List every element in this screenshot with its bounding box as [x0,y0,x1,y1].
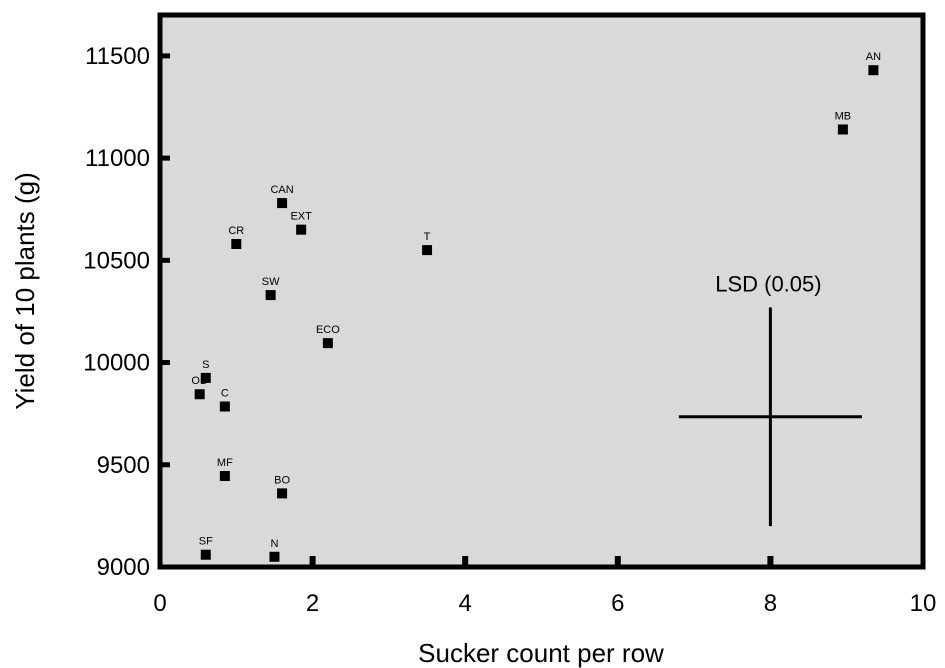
data-point [219,401,230,412]
x-tick-label: 0 [153,590,166,617]
point-label: SF [199,536,213,548]
data-point [277,488,288,499]
x-tick-label: 10 [910,590,937,617]
data-point [322,338,333,349]
point-label: MF [217,457,233,469]
data-points: AN MB CAN EXT CR T SW ECO S OD C MF BO SF N [191,51,881,562]
point-label: ECO [316,324,340,336]
data-point [277,198,288,209]
y-axis-title: Yield of 10 plants (g) [10,172,40,410]
point-label: C [221,388,229,400]
point-label: OD [191,375,208,387]
data-point [296,224,307,235]
data-point [868,65,879,76]
x-axis-title: Sucker count per row [418,638,664,668]
point-label: N [270,538,278,550]
point-label: AN [866,51,881,63]
point-label: S [202,359,209,371]
y-axis-ticks: 9000 9500 10000 10500 11000 11500 [83,43,170,581]
data-point [194,389,205,400]
point-label: CAN [270,184,293,196]
x-axis-ticks: 0 2 4 6 8 10 [153,556,936,617]
point-label: BO [274,474,290,486]
lsd-annotation: LSD (0.05) [678,271,862,527]
y-tick-label: 9000 [97,554,150,581]
x-tick-label: 2 [306,590,319,617]
x-tick-label: 8 [764,590,777,617]
data-point [219,471,230,482]
y-tick-label: 10500 [83,247,150,274]
data-point [265,290,276,301]
data-point [422,245,433,256]
y-tick-label: 9500 [97,452,150,479]
y-tick-label: 10000 [83,350,150,377]
point-label: CR [228,225,244,237]
data-point [200,372,211,383]
point-label: SW [262,276,280,288]
x-tick-label: 4 [459,590,472,617]
data-point [837,124,848,135]
data-point [269,551,280,562]
lsd-label: LSD (0.05) [715,271,821,296]
point-label: EXT [290,211,312,223]
y-tick-label: 11500 [85,43,150,70]
plot-area [157,12,926,570]
data-point [231,238,242,249]
data-point [200,549,211,560]
x-tick-label: 6 [611,590,624,617]
y-tick-label: 11000 [85,145,150,172]
point-label: MB [835,110,852,122]
point-label: T [424,231,431,243]
